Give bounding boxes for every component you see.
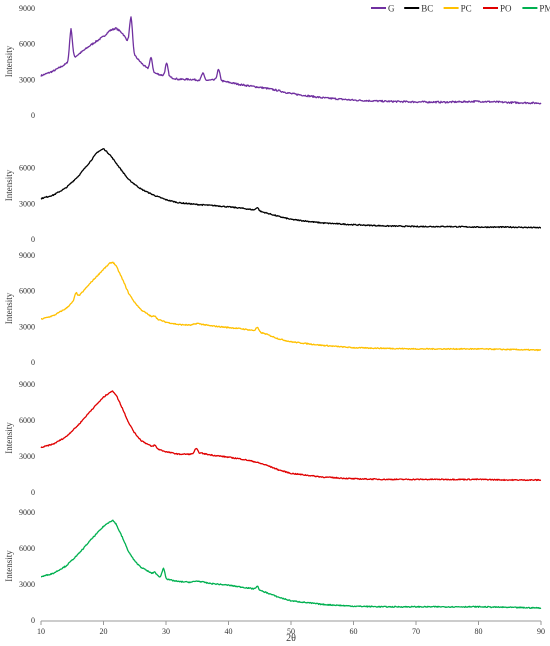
y-tick-label: 9000: [19, 4, 35, 13]
y-axis-label: Intensity: [4, 45, 14, 77]
y-tick-label: 9000: [19, 251, 35, 260]
y-axis-label: Intensity: [4, 169, 14, 201]
series-line-bc: [40, 148, 542, 229]
legend-item-bc: BC: [404, 4, 433, 14]
y-tick-label: 9000: [19, 508, 35, 517]
y-tick-label: 0: [31, 488, 35, 497]
panel-po: 0 3000 6000 9000 Intensity: [4, 380, 542, 497]
y-tick-label: 0: [31, 358, 35, 367]
x-tick-label: 30: [162, 627, 170, 636]
y-tick-label: 3000: [19, 322, 35, 331]
x-tick-label: 50: [287, 627, 295, 636]
panel-pm: 0 3000 6000 9000 Intensity: [4, 508, 542, 625]
y-tick-label: 0: [31, 616, 35, 625]
panel-g: 0 3000 6000 9000 Intensity: [4, 4, 542, 120]
legend-item-pc: PC: [443, 4, 472, 14]
y-tick-label: 0: [31, 235, 35, 244]
legend-item-g: G: [371, 4, 395, 14]
legend-label: PC: [461, 4, 472, 14]
x-tick-label: 10: [37, 627, 45, 636]
y-tick-label: 6000: [19, 287, 35, 296]
series-line-pc: [40, 261, 542, 352]
y-tick-label: 6000: [19, 416, 35, 425]
legend-label: BC: [421, 4, 433, 14]
y-axis-label: Intensity: [4, 550, 14, 582]
x-axis-label: 2θ: [286, 633, 296, 644]
y-tick-label: 3000: [19, 580, 35, 589]
y-tick-label: 3000: [19, 199, 35, 208]
panel-pc: 0 3000 6000 9000 Intensity: [4, 251, 542, 367]
y-tick-label: 6000: [19, 164, 35, 173]
chart-panels: 0 3000 6000 9000 Intensity 0 3000 6000 Intensity…: [4, 4, 542, 625]
x-tick-label: 60: [350, 627, 358, 636]
y-tick-label: 9000: [19, 380, 35, 389]
legend-label: PO: [500, 4, 512, 14]
x-axis: 10 20 30 40 50 60 70 80 90: [37, 620, 545, 636]
y-tick-label: 0: [31, 111, 35, 120]
y-tick-label: 3000: [19, 75, 35, 84]
x-tick-label: 90: [537, 627, 545, 636]
x-tick-label: 80: [475, 627, 483, 636]
series-line-g: [40, 16, 542, 105]
series-line-pm: [40, 519, 542, 610]
series-line-po: [40, 390, 542, 482]
y-tick-label: 6000: [19, 40, 35, 49]
panel-bc: 0 3000 6000 Intensity: [4, 148, 542, 244]
legend-label: PM: [539, 4, 550, 14]
y-tick-label: 6000: [19, 544, 35, 553]
x-tick-label: 40: [225, 627, 233, 636]
x-tick-label: 20: [100, 627, 108, 636]
legend: G BC PC PO PM: [371, 4, 550, 14]
y-axis-label: Intensity: [4, 292, 14, 324]
y-axis-label: Intensity: [4, 422, 14, 454]
x-tick-label: 70: [412, 627, 420, 636]
y-tick-label: 3000: [19, 452, 35, 461]
legend-item-po: PO: [483, 4, 512, 14]
legend-label: G: [388, 4, 395, 14]
legend-item-pm: PM: [522, 4, 550, 14]
